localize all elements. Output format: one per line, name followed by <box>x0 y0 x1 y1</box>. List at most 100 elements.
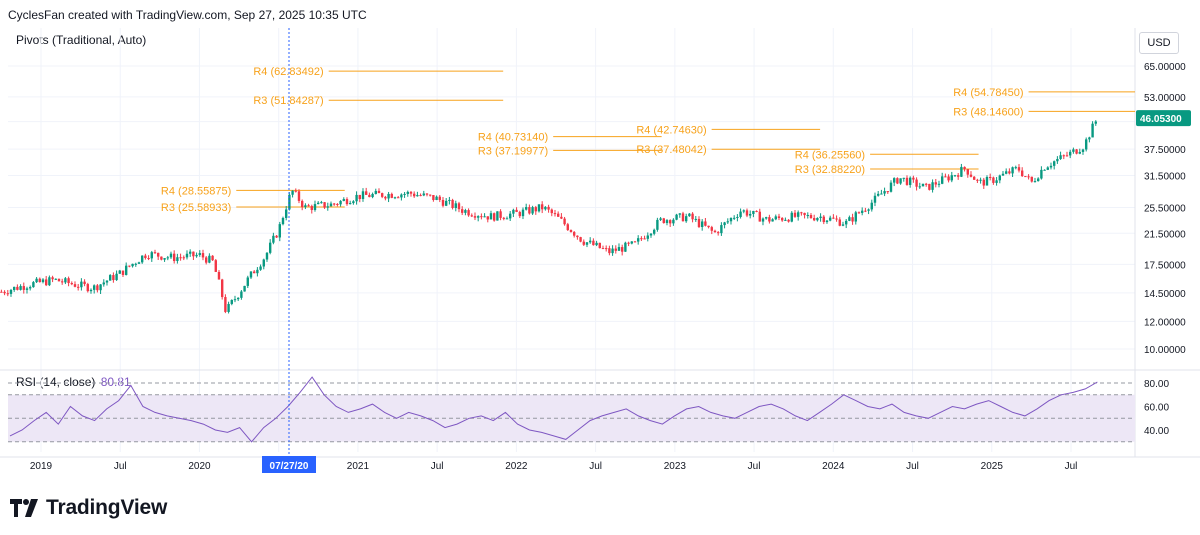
candle-body <box>352 201 355 204</box>
candle-body <box>1081 149 1085 152</box>
candle-body <box>812 218 816 221</box>
candle-body <box>764 217 768 219</box>
candle-body <box>531 207 534 214</box>
candle-body <box>64 278 67 283</box>
time-tick-label: Jul <box>906 461 919 472</box>
candle-body <box>182 257 185 259</box>
candle-body <box>1091 123 1094 138</box>
candle-body <box>419 195 422 197</box>
candle-body <box>272 235 275 243</box>
candle-body <box>300 200 304 208</box>
candle-body <box>944 176 947 178</box>
candle-body <box>617 247 621 251</box>
rsi-plot <box>8 376 1135 443</box>
candle-body <box>1078 151 1081 154</box>
time-tick-label: 2020 <box>188 461 211 472</box>
candle-body <box>915 179 918 187</box>
candle-body <box>774 216 777 220</box>
candle-body <box>636 238 640 242</box>
candle-body <box>742 210 745 212</box>
rsi-indicator-label[interactable]: RSI (14, close) 80.81 <box>16 375 131 389</box>
price-tick-label: 10.00000 <box>1144 345 1186 356</box>
candle-body <box>160 256 163 260</box>
candle-body <box>592 240 595 246</box>
candle-body <box>307 205 310 207</box>
candle-body <box>598 242 601 249</box>
candle-body <box>684 216 688 222</box>
candle-body <box>604 248 608 250</box>
candle-body <box>204 257 208 263</box>
candle-body <box>620 247 624 252</box>
candle-body <box>473 216 477 218</box>
candle-body <box>547 206 550 210</box>
candle-body <box>252 271 256 274</box>
candle-body <box>816 218 819 221</box>
candle-body <box>1059 155 1062 159</box>
candle-body <box>771 219 774 222</box>
candle-body <box>345 199 349 205</box>
candle-body <box>876 193 880 196</box>
candle-body <box>19 286 22 290</box>
candle-body <box>268 242 272 253</box>
candle-body <box>150 252 153 259</box>
candle-body <box>508 213 512 219</box>
pivot-label-r3: R3 (25.58933) <box>161 202 231 214</box>
candle-body <box>220 279 224 298</box>
candle-body <box>729 218 733 222</box>
time-tick-label: 2019 <box>30 461 53 472</box>
candle-body <box>1030 176 1033 182</box>
candle-body <box>1024 176 1027 178</box>
candle-body <box>217 271 221 280</box>
candle-body <box>156 252 160 257</box>
candle-body <box>492 213 496 221</box>
candle-body <box>358 194 361 199</box>
candle-body <box>243 285 246 292</box>
pivot-label-r3: R3 (48.14600) <box>953 106 1023 118</box>
candle-body <box>1008 171 1011 174</box>
candle-body <box>297 191 301 201</box>
candle-body <box>441 199 445 206</box>
candle-body <box>32 282 35 288</box>
candle-body <box>339 200 342 205</box>
pivots-indicator-label[interactable]: Pivots (Traditional, Auto) <box>16 33 147 47</box>
tradingview-logo[interactable]: TradingView <box>10 496 167 520</box>
candle-body <box>963 166 966 170</box>
candle-body <box>931 182 934 190</box>
candle-body <box>41 279 45 283</box>
candle-body <box>278 224 281 238</box>
time-tick-label: 2023 <box>664 461 687 472</box>
currency-button[interactable]: USD <box>1139 32 1179 54</box>
candle-body <box>921 183 925 187</box>
time-tick-label: Jul <box>748 461 761 472</box>
price-tick-label: 37.50000 <box>1144 145 1186 156</box>
candle-body <box>377 190 381 194</box>
candle-body <box>483 216 486 218</box>
candle-body <box>768 217 771 222</box>
candle-body <box>992 177 995 183</box>
last-price-tag <box>1136 110 1191 127</box>
candle-body <box>800 212 803 214</box>
pivot-label-r4: R4 (40.73140) <box>478 132 548 144</box>
candle-body <box>70 283 73 285</box>
candle-body <box>137 262 141 264</box>
candle-body <box>396 197 400 199</box>
candle-body <box>521 209 525 217</box>
candle-body <box>128 265 131 267</box>
candle-body <box>867 209 870 211</box>
candle-body <box>576 235 579 238</box>
candle-body <box>1033 181 1037 183</box>
candle-body <box>1072 149 1075 152</box>
candle-body <box>659 218 662 220</box>
price-tick-label: 25.50000 <box>1144 203 1186 214</box>
candle-body <box>595 242 598 246</box>
candle-body <box>38 278 41 283</box>
grid <box>0 28 1200 458</box>
crosshair-date-tag <box>262 456 316 473</box>
candle-body <box>502 217 505 219</box>
candle-body <box>953 175 957 177</box>
candle-body <box>505 218 509 220</box>
candle-body <box>86 284 89 292</box>
candle-body <box>908 177 912 185</box>
candle-body <box>454 203 457 208</box>
